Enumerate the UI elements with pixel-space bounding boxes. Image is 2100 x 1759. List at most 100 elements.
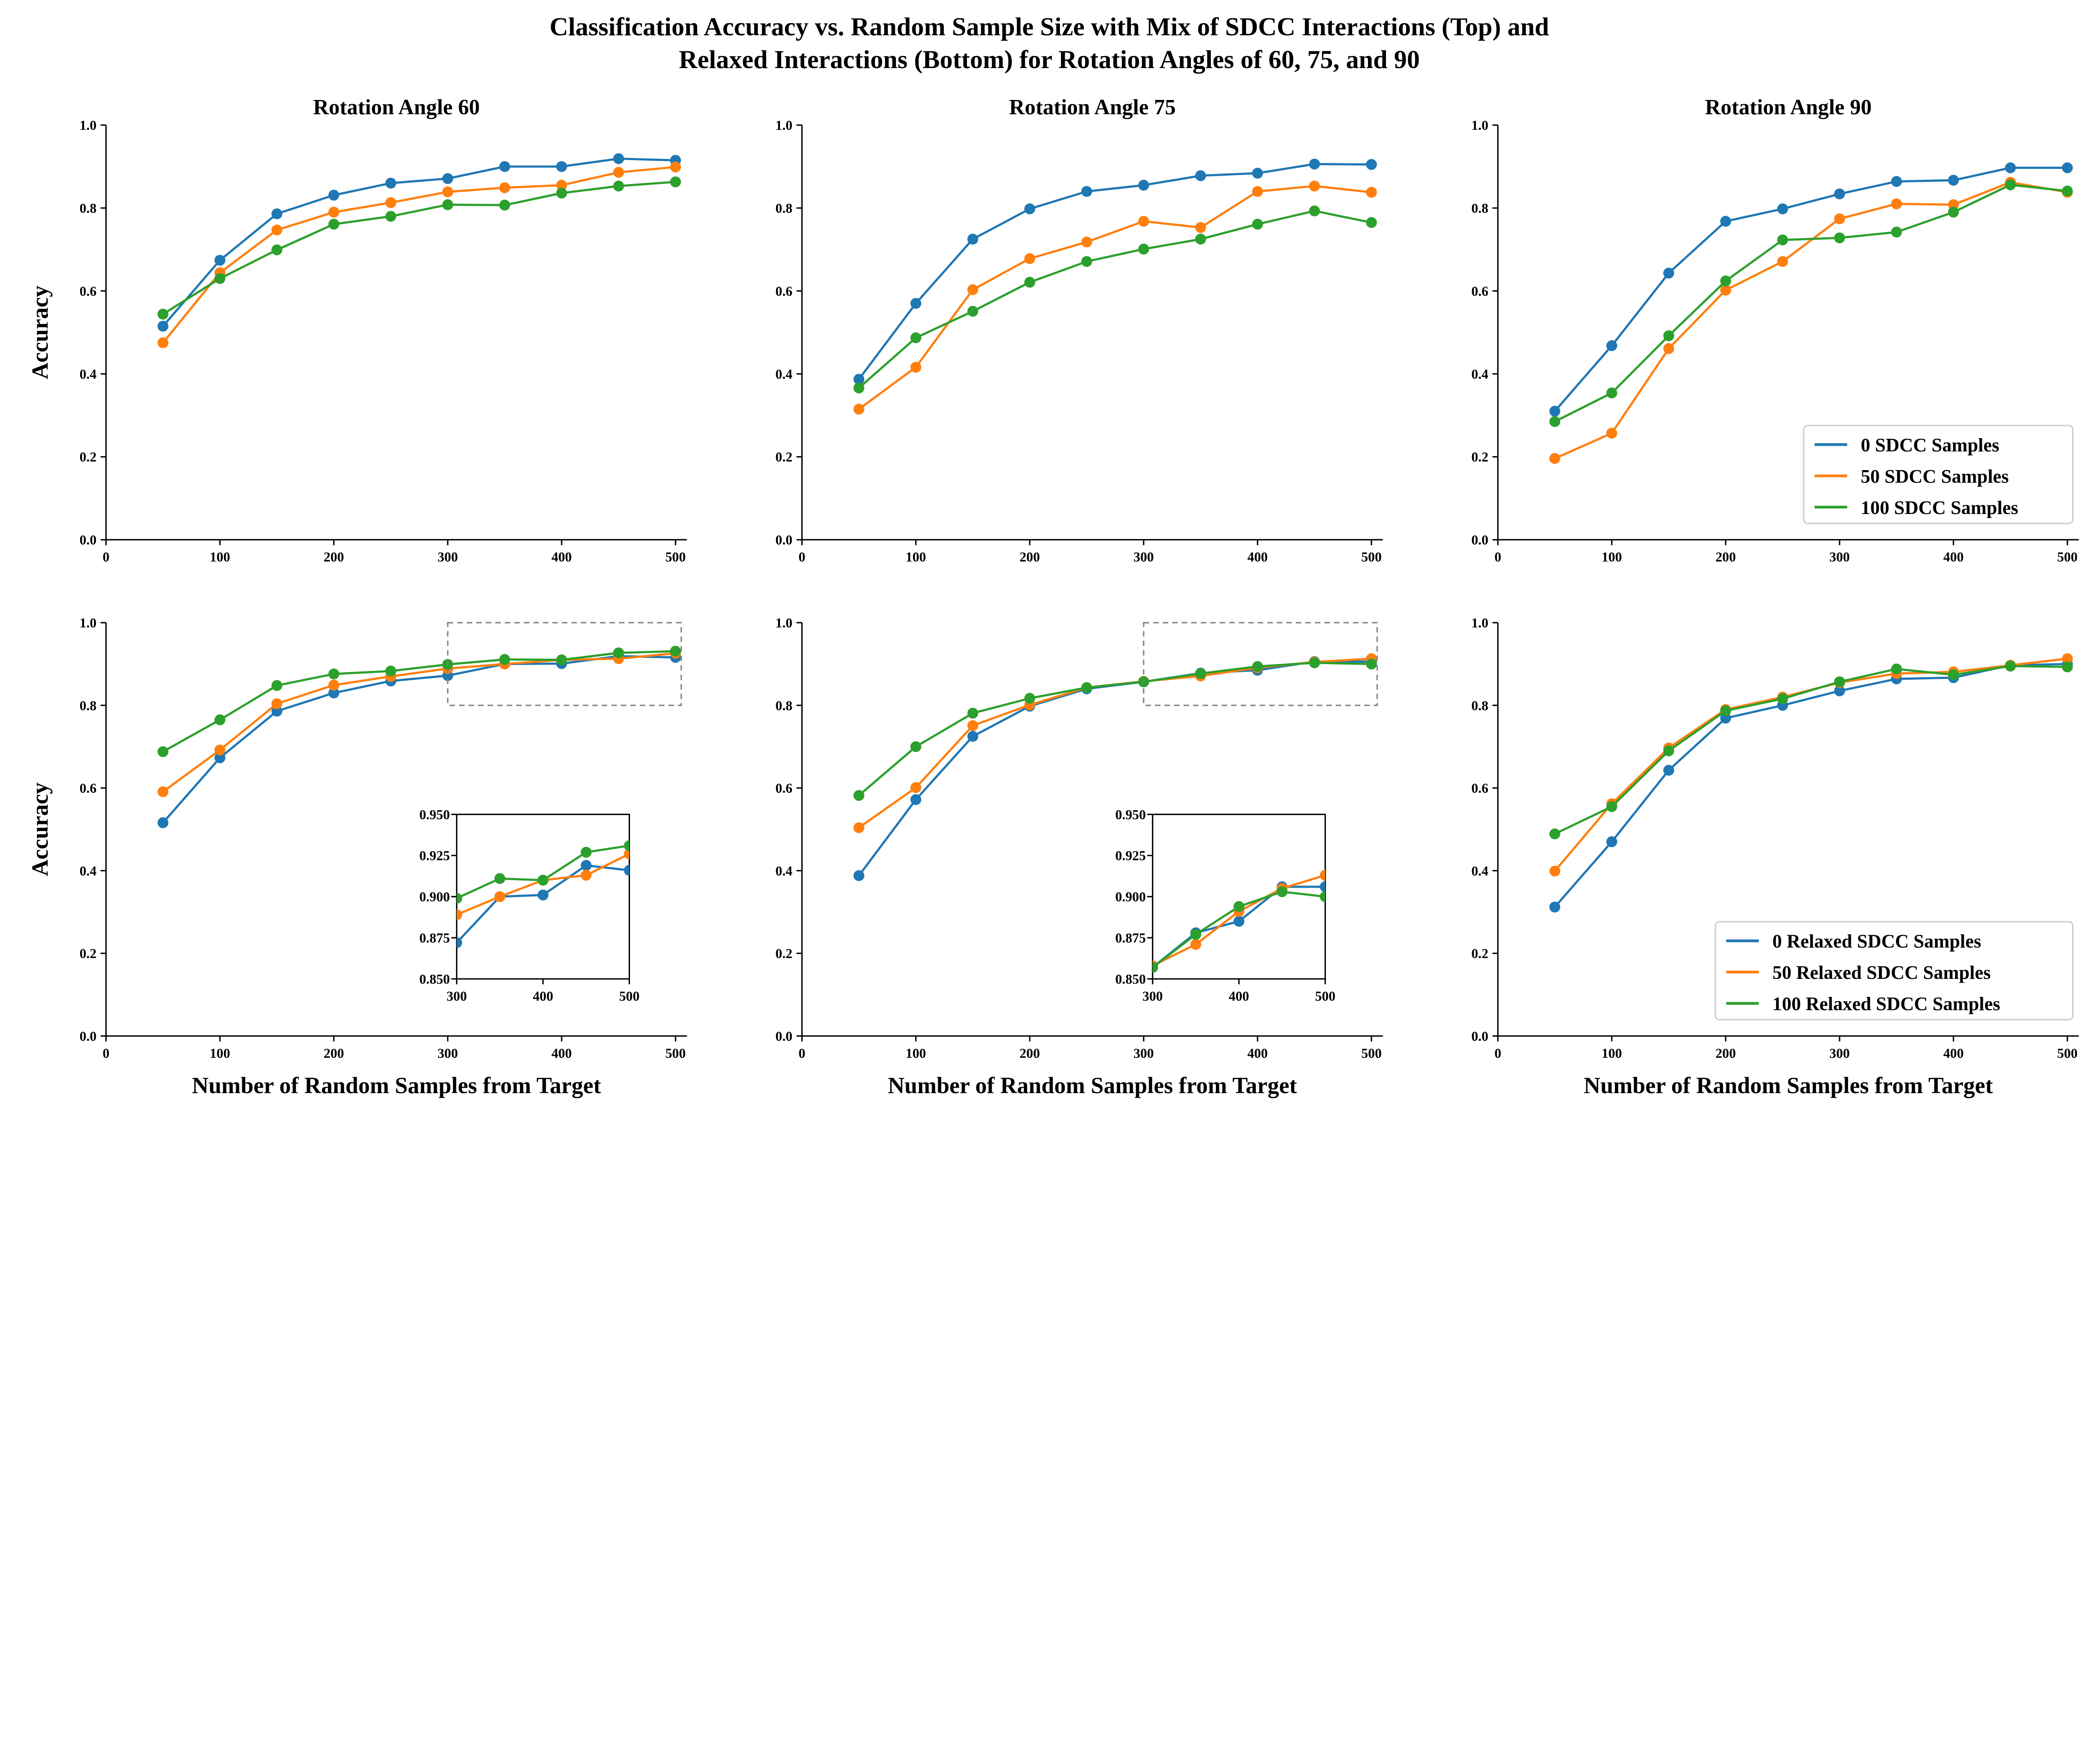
data-point-3 (2062, 661, 2073, 673)
y-tick-label: 0.4 (775, 863, 792, 878)
data-point-2 (1309, 180, 1320, 192)
data-point-3 (1276, 886, 1288, 897)
data-point-3 (910, 332, 921, 344)
data-point-3 (1138, 243, 1149, 255)
data-point-3 (613, 180, 624, 192)
y-tick-label: 1.0 (1471, 118, 1488, 133)
x-tick-label: 300 (1134, 1046, 1154, 1061)
inset-plot: 0.850 0.875 0.900 0.925 0.950 300 400 500 (1104, 807, 1336, 1004)
x-tick-label: 400 (1943, 1046, 1964, 1061)
y-tick-label: 0.4 (775, 366, 792, 381)
y-tick-label: 0.0 (79, 1028, 96, 1044)
y-axis-label: Accuracy (27, 286, 52, 379)
data-point-1 (1366, 159, 1377, 170)
data-point-3 (537, 875, 549, 886)
data-point-3 (1834, 676, 1845, 687)
data-point-3 (271, 244, 283, 255)
data-point-1 (910, 298, 921, 309)
series-line-2 (457, 853, 630, 916)
series-line-1 (162, 158, 676, 327)
data-point-1 (457, 937, 462, 948)
x-tick-label: 100 (210, 550, 230, 565)
x-tick-label: 400 (551, 1046, 572, 1061)
data-point-3 (214, 273, 226, 284)
data-point-3 (1663, 745, 1675, 757)
data-point-3 (158, 746, 168, 757)
data-point-3 (1720, 705, 1731, 716)
series-line-3 (1554, 665, 2068, 835)
data-point-1 (613, 153, 624, 164)
data-point-2 (1190, 939, 1202, 950)
data-point-1 (385, 177, 396, 189)
data-point-2 (613, 167, 624, 178)
data-point-3 (1948, 669, 1959, 681)
data-point-1 (328, 687, 339, 699)
y-tick-label: 0.0 (1471, 1028, 1488, 1044)
data-point-3 (1190, 929, 1202, 940)
inset-x-tick-label: 300 (1142, 989, 1163, 1004)
x-tick-label: 300 (438, 1046, 458, 1061)
zoom-region-box (447, 622, 682, 706)
data-point-1 (1081, 186, 1092, 197)
inset-x-tick-label: 500 (1315, 989, 1336, 1004)
y-tick-label: 0.6 (775, 284, 792, 299)
data-point-2 (1366, 187, 1377, 198)
y-tick-label: 0.8 (775, 698, 792, 713)
data-point-2 (1024, 253, 1035, 264)
data-point-1 (1606, 340, 1617, 351)
legend-label-1: 0 Relaxed SDCC Samples (1772, 931, 1981, 952)
x-tick-label: 0 (798, 550, 805, 565)
y-tick-label: 1.0 (79, 615, 96, 631)
series-line-2 (162, 166, 676, 344)
series-line-3 (1152, 890, 1326, 969)
data-point-3 (1081, 256, 1092, 267)
y-tick-label: 0.2 (1471, 946, 1488, 961)
data-point-2 (442, 186, 453, 197)
data-point-1 (853, 870, 864, 881)
data-point-1 (853, 373, 864, 385)
x-tick-label: 200 (1715, 550, 1736, 565)
data-point-2 (670, 161, 681, 173)
legend: 0 Relaxed SDCC Samples 50 Relaxed SDCC Sa… (1714, 921, 2074, 1020)
data-point-3 (1549, 828, 1560, 839)
x-tick-label: 0 (102, 1046, 109, 1061)
x-tick-label: 400 (551, 550, 572, 565)
y-tick-label: 0.0 (775, 1028, 792, 1044)
y-tick-label: 1.0 (775, 118, 792, 133)
data-point-1 (1104, 990, 1115, 1001)
x-tick-label: 300 (1134, 550, 1154, 565)
series-line-1 (858, 163, 1372, 380)
data-point-1 (1663, 268, 1675, 279)
data-point-2 (271, 698, 283, 709)
x-tick-label: 100 (906, 1046, 926, 1061)
y-tick-label: 0.6 (775, 781, 792, 796)
inset-x-tick-label: 500 (619, 989, 640, 1004)
y-axis-label: Accuracy (27, 783, 52, 876)
inset-x-tick-label: 400 (1229, 989, 1250, 1004)
y-tick-label: 0.6 (1471, 284, 1488, 299)
data-point-1 (537, 889, 549, 901)
data-point-3 (2005, 179, 2016, 190)
data-point-2 (158, 786, 168, 797)
inset-y-tick-label: 0.850 (1115, 971, 1146, 986)
data-point-1 (1720, 216, 1731, 227)
legend-label-2: 50 Relaxed SDCC Samples (1772, 962, 1991, 983)
data-point-1 (624, 865, 630, 876)
x-tick-label: 500 (2057, 1046, 2078, 1061)
series-line-1 (162, 655, 676, 824)
y-tick-label: 0.2 (775, 946, 792, 961)
data-point-3 (457, 893, 462, 904)
data-point-3 (1309, 205, 1320, 216)
y-tick-label: 0.2 (775, 450, 792, 465)
data-point-3 (580, 847, 592, 858)
data-point-3 (1663, 330, 1675, 342)
y-tick-label: 0.4 (1471, 366, 1488, 381)
inset-x-tick-label: 300 (446, 989, 467, 1004)
x-tick-label: 500 (665, 1046, 686, 1061)
data-point-2 (1138, 216, 1149, 227)
series-line-2 (1554, 181, 2068, 460)
data-point-2 (967, 284, 979, 295)
data-point-1 (1024, 203, 1035, 215)
data-point-1 (967, 234, 979, 245)
data-point-2 (328, 679, 339, 691)
